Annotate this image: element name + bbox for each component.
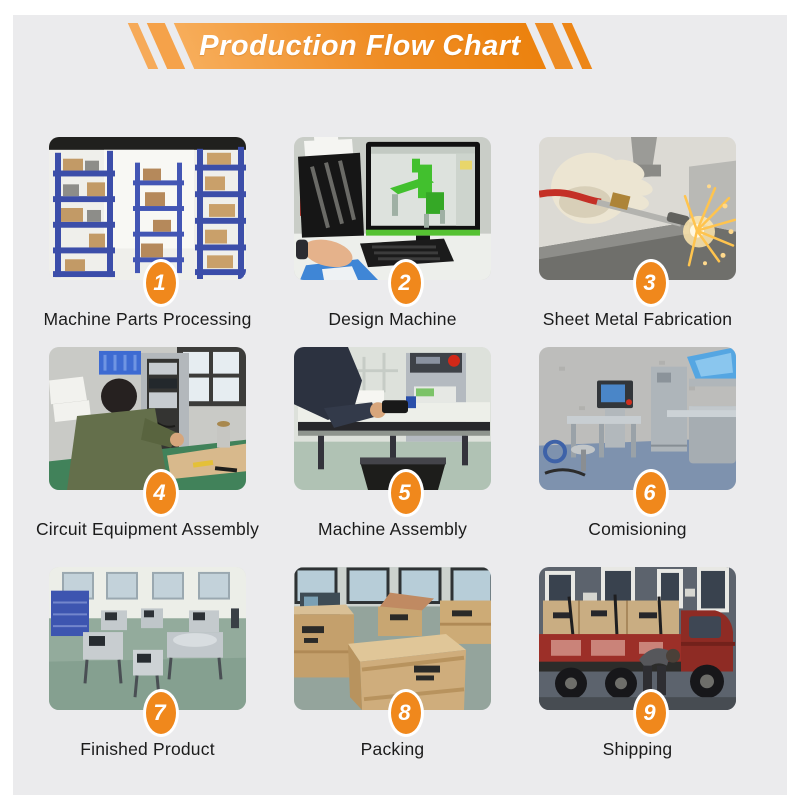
steps-grid: 1 Machine Parts Processing bbox=[35, 137, 736, 760]
step-cell-5: 5 Machine Assembly bbox=[294, 347, 491, 567]
truck-loading-photo bbox=[539, 567, 736, 710]
step-label: Shipping bbox=[602, 739, 673, 759]
step-label: Finished Product bbox=[80, 739, 215, 759]
banner-band: Production Flow Chart bbox=[173, 23, 547, 69]
cad-design-workstation-photo bbox=[294, 137, 491, 280]
step-badge: 5 bbox=[387, 469, 424, 517]
machine-testing-room-photo bbox=[539, 347, 736, 490]
header-banner: Production Flow Chart bbox=[127, 23, 593, 69]
step-badge: 2 bbox=[387, 259, 424, 307]
step-label: Machine Assembly bbox=[317, 519, 468, 539]
step-label: Machine Parts Processing bbox=[43, 309, 252, 329]
step-label: Comisioning bbox=[588, 519, 687, 539]
page-title: Production Flow Chart bbox=[199, 29, 521, 62]
step-label: Sheet Metal Fabrication bbox=[542, 309, 733, 329]
factory-floor-machines-photo bbox=[49, 567, 246, 710]
warehouse-shelving-racks-photo bbox=[49, 137, 246, 280]
electrical-cabinet-assembly-photo bbox=[49, 347, 246, 490]
step-badge: 1 bbox=[142, 259, 179, 307]
step-cell-6: 6 Comisioning bbox=[539, 347, 736, 567]
welding-sparks-photo bbox=[539, 137, 736, 280]
step-cell-2: 2 Design Machine bbox=[294, 137, 491, 347]
conveyor-assembly-photo bbox=[294, 347, 491, 490]
step-badge: 6 bbox=[632, 469, 669, 517]
step-label: Packing bbox=[360, 739, 425, 759]
step-cell-4: 4 Circuit Equipment Assembly bbox=[35, 347, 260, 567]
step-cell-9: 9 Shipping bbox=[539, 567, 736, 760]
step-label: Circuit Equipment Assembly bbox=[35, 519, 260, 539]
step-cell-3: 3 Sheet Metal Fabrication bbox=[539, 137, 736, 347]
step-badge: 7 bbox=[142, 689, 179, 737]
step-label: Design Machine bbox=[328, 309, 457, 329]
step-badge: 4 bbox=[142, 469, 179, 517]
step-cell-8: 8 Packing bbox=[294, 567, 491, 760]
step-badge: 3 bbox=[632, 259, 669, 307]
wooden-crates-photo bbox=[294, 567, 491, 710]
step-cell-7: 7 Finished Product bbox=[49, 567, 246, 760]
step-badge: 9 bbox=[632, 689, 669, 737]
step-cell-1: 1 Machine Parts Processing bbox=[43, 137, 252, 347]
step-badge: 8 bbox=[387, 689, 424, 737]
